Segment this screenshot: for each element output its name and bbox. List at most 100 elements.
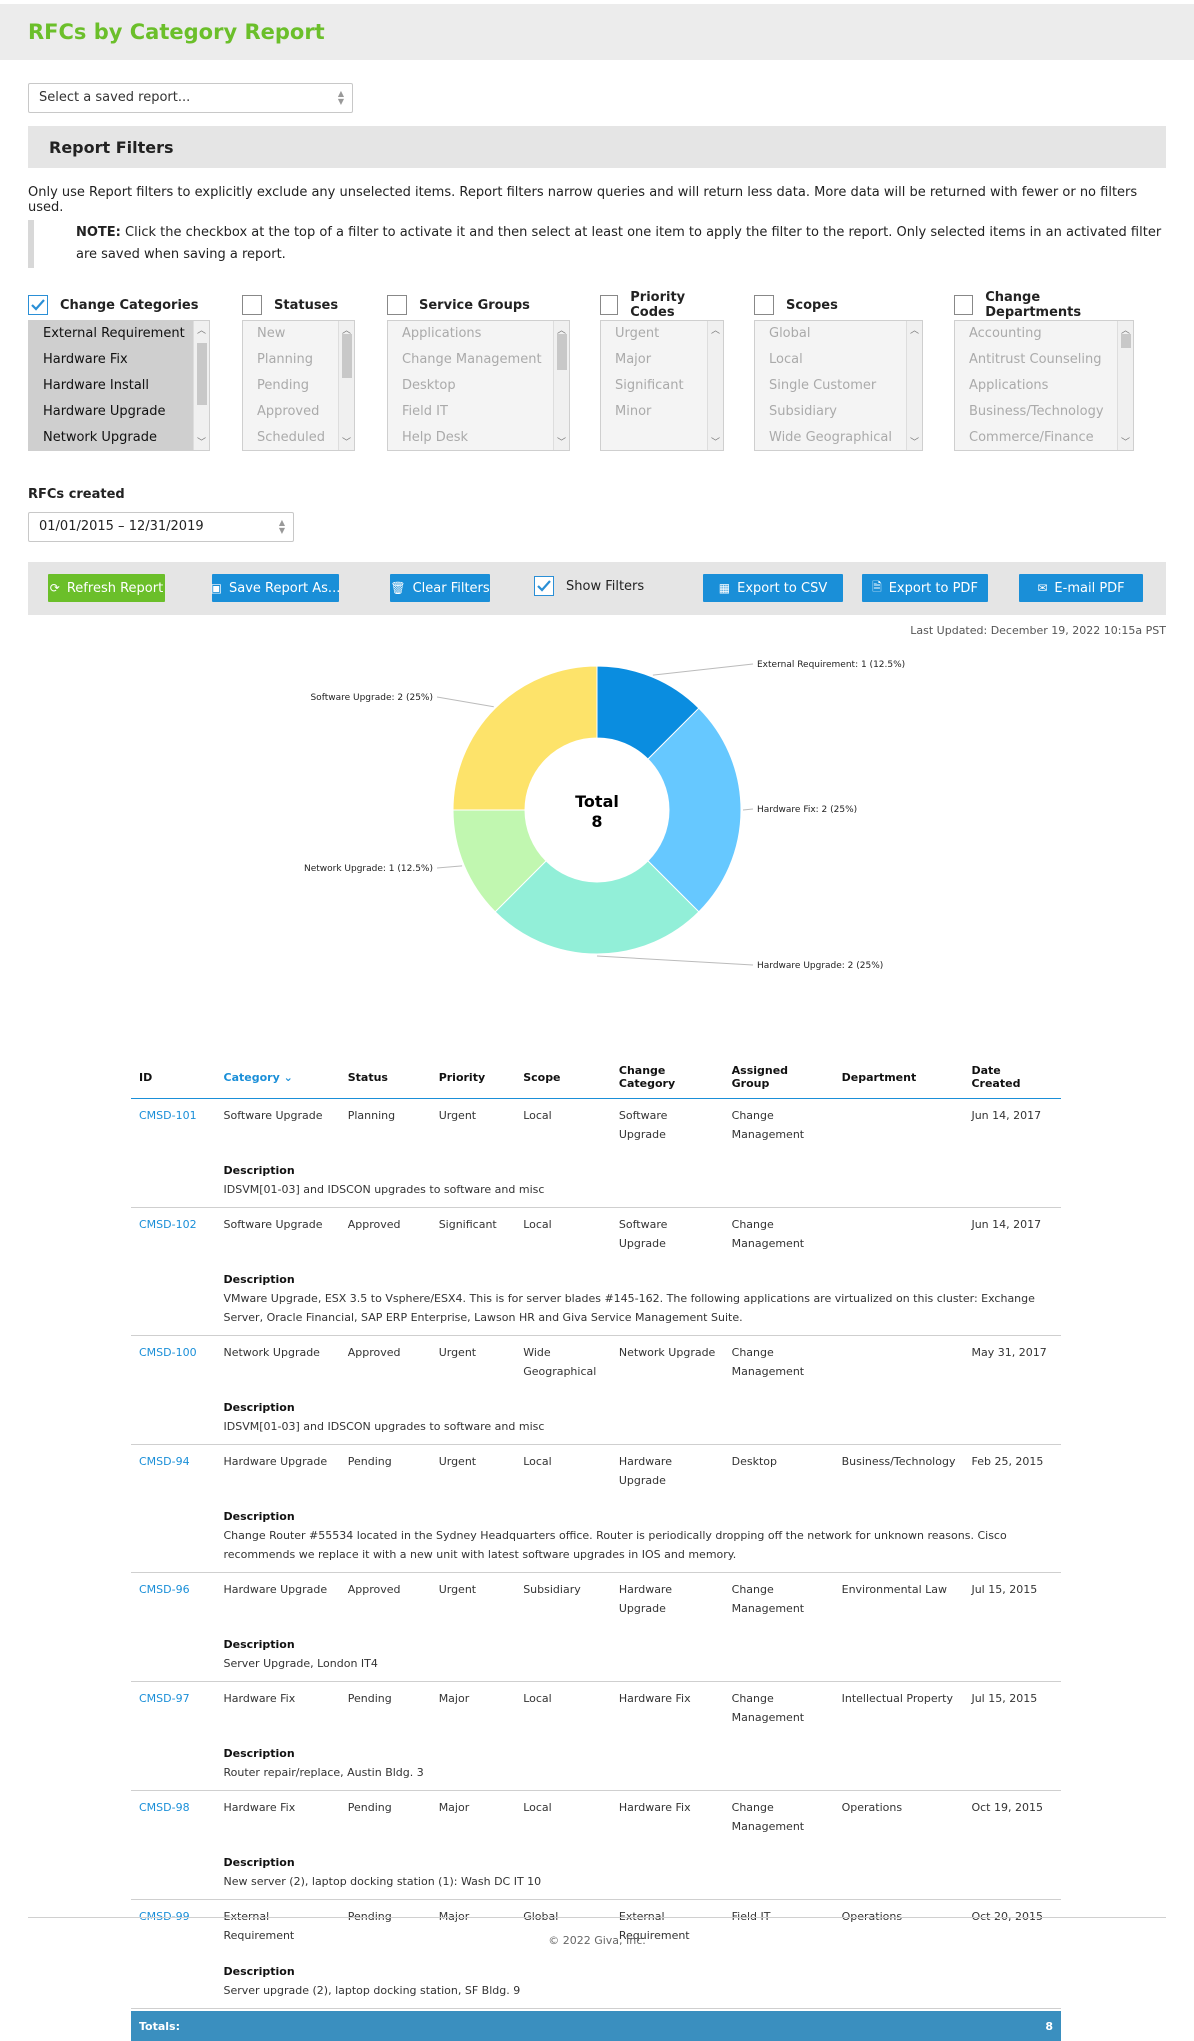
scroll-down-icon[interactable]: ﹀ <box>1121 438 1131 448</box>
filter-checkbox-service-groups[interactable] <box>387 295 407 315</box>
show-filters-toggle[interactable]: Show Filters <box>534 576 644 596</box>
scrollbar-thumb[interactable] <box>557 334 567 370</box>
filter-list-change-categories[interactable]: External Requirement Hardware Fix Hardware… <box>28 320 210 451</box>
filter-option[interactable]: Significant <box>615 378 684 393</box>
column-header-category[interactable]: Category ⌄ <box>215 1056 340 1099</box>
filter-option[interactable]: Network Upgrade <box>43 430 157 445</box>
scroll-down-icon[interactable]: ﹀ <box>342 438 352 448</box>
filter-option[interactable]: Pending <box>257 378 309 393</box>
cell-id[interactable]: CMSD-101 <box>139 1109 197 1122</box>
scroll-down-icon[interactable]: ﹀ <box>711 438 721 448</box>
filter-option[interactable]: Hardware Install <box>43 378 150 393</box>
cell-id[interactable]: CMSD-100 <box>139 1346 197 1359</box>
description-cell: Description Router repair/replace, Austin… <box>215 1727 1061 1791</box>
scroll-up-icon[interactable]: ︿ <box>1121 326 1131 336</box>
column-header-priority[interactable]: Priority <box>430 1056 516 1099</box>
scrollbar[interactable]: ︿ ﹀ <box>906 321 922 450</box>
column-header-scope[interactable]: Scope <box>515 1056 611 1099</box>
filter-option[interactable]: Business/Technology <box>969 404 1104 419</box>
scrollbar[interactable]: ︿ ﹀ <box>707 321 723 450</box>
filter-list-statuses[interactable]: New Planning Pending Approved Scheduled ︿ ﹀ <box>242 320 355 451</box>
filter-option[interactable]: Single Customer <box>769 378 877 393</box>
scroll-down-icon[interactable]: ﹀ <box>197 438 207 448</box>
filter-option[interactable]: Planning <box>257 352 313 367</box>
filter-checkbox-change-departments[interactable] <box>954 295 974 315</box>
export-csv-button[interactable]: ▦ Export to CSV <box>703 574 843 602</box>
filter-checkbox-priority-codes[interactable] <box>600 295 619 315</box>
filter-option[interactable]: Subsidiary <box>769 404 837 419</box>
filter-option[interactable]: Scheduled <box>257 430 325 445</box>
filter-option[interactable]: Applications <box>969 378 1049 393</box>
cell-id[interactable]: CMSD-94 <box>139 1455 190 1468</box>
scroll-down-icon[interactable]: ﹀ <box>557 438 567 448</box>
saved-report-select[interactable]: Select a saved report... ▲ ▼ <box>28 83 353 113</box>
date-range-input[interactable]: 01/01/2015 – 12/31/2019 ▲ ▼ <box>28 512 294 542</box>
filter-option[interactable]: Local <box>769 352 803 367</box>
filter-option[interactable]: Hardware Fix <box>43 352 128 367</box>
scrollbar[interactable]: ︿ ﹀ <box>193 321 209 450</box>
filter-option[interactable]: Help Desk <box>402 430 469 445</box>
column-header-id[interactable]: ID <box>131 1056 216 1099</box>
show-filters-checkbox[interactable] <box>534 576 554 596</box>
footer-copyright: © 2022 Giva, Inc. <box>548 1934 646 1947</box>
description-cell: Description New server (2), laptop dockin… <box>215 1836 1061 1900</box>
filter-list-service-groups[interactable]: Applications Change Management Desktop Fiel… <box>387 320 570 451</box>
scroll-up-icon[interactable]: ︿ <box>711 326 721 336</box>
column-header-assigned-group[interactable]: Assigned Group <box>723 1056 834 1099</box>
column-header-date-created[interactable]: Date Created <box>963 1056 1061 1099</box>
filter-option[interactable]: Antitrust Counseling <box>969 352 1102 367</box>
filter-option[interactable]: External Requirement <box>43 326 185 341</box>
filter-option[interactable]: Desktop <box>402 378 456 393</box>
clear-filters-button[interactable]: 🗑 Clear Filters <box>390 574 490 602</box>
export-pdf-button[interactable]: 🗎 Export to PDF <box>862 574 988 602</box>
filter-option[interactable]: New <box>257 326 286 341</box>
scrollbar[interactable]: ︿ ﹀ <box>1117 321 1133 450</box>
filter-checkbox-scopes[interactable] <box>754 295 774 315</box>
filter-option[interactable]: Approved <box>257 404 320 419</box>
column-header-department[interactable]: Department <box>833 1056 964 1099</box>
cell-id[interactable]: CMSD-99 <box>139 1910 190 1923</box>
scrollbar-thumb[interactable] <box>342 334 352 378</box>
scroll-up-icon[interactable]: ︿ <box>910 326 920 336</box>
scroll-up-icon[interactable]: ︿ <box>557 326 567 336</box>
scroll-up-icon[interactable]: ︿ <box>342 326 352 336</box>
filter-option[interactable]: Field IT <box>402 404 448 419</box>
slice-hardware-upgrade[interactable] <box>494 860 700 955</box>
refresh-report-button[interactable]: ⟳ Refresh Report <box>48 574 165 602</box>
cell-id[interactable]: CMSD-96 <box>139 1583 190 1596</box>
filter-list-priority-codes[interactable]: Urgent Major Significant Minor ︿ ﹀ <box>600 320 724 451</box>
description-text: Change Router #55534 located in the Sydn… <box>223 1529 1007 1561</box>
column-header-change-category[interactable]: Change Category <box>610 1056 724 1099</box>
filter-option[interactable]: Commerce/Finance <box>969 430 1094 445</box>
filter-option[interactable]: Applications <box>402 326 482 341</box>
filter-option[interactable]: Global <box>769 326 811 341</box>
save-report-button[interactable]: ▣ Save Report As... <box>211 574 340 602</box>
filter-option[interactable]: Hardware Upgrade <box>43 404 166 419</box>
scroll-up-icon[interactable]: ︿ <box>197 326 207 336</box>
filter-checkbox-statuses[interactable] <box>242 295 262 315</box>
scrollbar[interactable]: ︿ ﹀ <box>338 321 354 450</box>
slice-hardware-fix[interactable] <box>647 707 742 913</box>
cell-id[interactable]: CMSD-102 <box>139 1218 197 1231</box>
email-pdf-button[interactable]: ✉ E-mail PDF <box>1019 574 1143 602</box>
cell-id[interactable]: CMSD-97 <box>139 1692 190 1705</box>
scrollbar[interactable]: ︿ ﹀ <box>553 321 569 450</box>
filter-list-scopes[interactable]: Global Local Single Customer Subsidiary Wide… <box>754 320 923 451</box>
scroll-down-icon[interactable]: ﹀ <box>910 438 920 448</box>
filter-option[interactable]: Major <box>615 352 652 367</box>
description-spacer <box>131 1945 216 2009</box>
filter-title: Change Departments <box>985 290 1082 320</box>
filter-option[interactable]: Wide Geographical <box>769 430 892 445</box>
scrollbar-thumb[interactable] <box>1121 334 1131 348</box>
scrollbar-thumb[interactable] <box>197 343 207 405</box>
filter-option[interactable]: Accounting <box>969 326 1042 341</box>
filter-option[interactable]: Minor <box>615 404 652 419</box>
filter-checkbox-change-categories[interactable] <box>28 295 48 315</box>
column-header-status[interactable]: Status <box>339 1056 431 1099</box>
filter-option[interactable]: Urgent <box>615 326 660 341</box>
filter-list-change-departments[interactable]: Accounting Antitrust Counseling Applicatio… <box>954 320 1134 451</box>
filter-option[interactable]: Change Management <box>402 352 542 367</box>
cell-id[interactable]: CMSD-98 <box>139 1801 190 1814</box>
slice-software-upgrade[interactable] <box>452 665 598 811</box>
totals-label: Totals: <box>139 2019 180 2033</box>
